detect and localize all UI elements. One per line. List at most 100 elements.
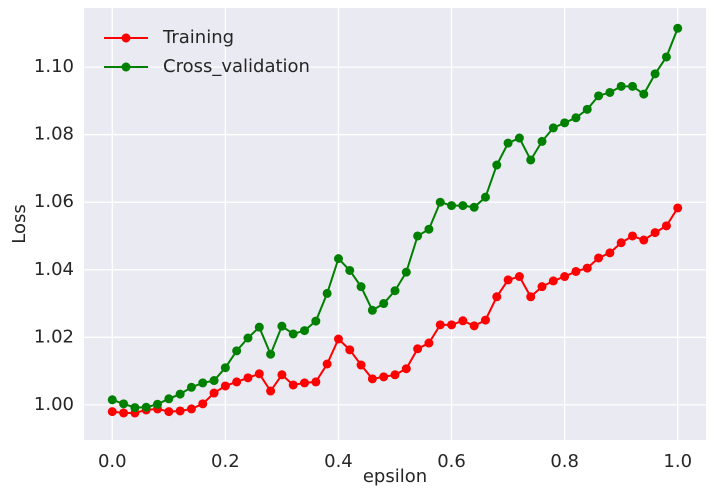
point [480, 192, 490, 202]
point [367, 374, 377, 384]
point [220, 381, 230, 391]
y-tick-label: 1.00 [34, 394, 74, 415]
point [650, 228, 660, 238]
point [356, 282, 366, 292]
x-tick-label: 0.6 [437, 451, 466, 472]
point [356, 360, 366, 370]
point [447, 320, 457, 330]
point [107, 407, 117, 417]
y-tick-label: 1.02 [34, 326, 74, 347]
point [435, 320, 445, 330]
point [616, 81, 626, 91]
point [639, 235, 649, 245]
point [277, 321, 287, 331]
x-axis-label: epsilon [363, 466, 427, 487]
point [119, 399, 129, 409]
point [175, 389, 185, 399]
y-tick-label: 1.04 [34, 259, 74, 280]
point [186, 382, 196, 392]
point [413, 344, 423, 354]
point [153, 399, 163, 409]
point [548, 123, 558, 133]
point [266, 349, 276, 359]
legend-marker [121, 62, 131, 72]
legend-marker [121, 33, 131, 43]
point [616, 238, 626, 248]
point [582, 263, 592, 273]
y-tick-label: 1.10 [34, 56, 74, 77]
point [130, 403, 140, 413]
point [526, 292, 536, 302]
y-axis-label: Loss [9, 204, 30, 243]
point [333, 334, 343, 344]
point [209, 376, 219, 386]
point [107, 395, 117, 405]
point [175, 406, 185, 416]
point [322, 288, 332, 298]
point [560, 272, 570, 282]
point [390, 286, 400, 296]
point [673, 23, 683, 33]
point [401, 364, 411, 374]
y-tick-label: 1.08 [34, 124, 74, 145]
point [594, 253, 604, 263]
point [605, 248, 615, 258]
point [401, 267, 411, 277]
point [503, 275, 513, 285]
x-tick-label: 1.0 [663, 451, 692, 472]
point [232, 346, 242, 356]
point [379, 372, 389, 382]
point [345, 345, 355, 355]
point [243, 373, 253, 383]
point [266, 386, 276, 396]
legend-label: Cross_validation [163, 56, 310, 77]
point [447, 201, 457, 211]
point [571, 266, 581, 276]
point [503, 138, 513, 148]
point [288, 380, 298, 390]
y-tick-label: 1.06 [34, 191, 74, 212]
point [480, 315, 490, 325]
point [209, 388, 219, 398]
point [254, 322, 264, 332]
point [526, 155, 536, 165]
point [605, 87, 615, 97]
x-tick-label: 0.0 [98, 451, 127, 472]
point [379, 299, 389, 309]
x-tick-label: 0.8 [550, 451, 579, 472]
point [458, 316, 468, 326]
point [627, 81, 637, 91]
point [311, 377, 321, 387]
point [198, 378, 208, 388]
point [141, 402, 151, 412]
point [639, 89, 649, 99]
plot-area [84, 8, 706, 440]
point [311, 316, 321, 326]
point [198, 399, 208, 409]
point [119, 408, 129, 418]
point [424, 224, 434, 234]
point [254, 369, 264, 379]
x-tick-label: 0.4 [324, 451, 353, 472]
point [492, 292, 502, 302]
point [277, 370, 287, 380]
point [232, 377, 242, 387]
point [537, 282, 547, 292]
point [458, 201, 468, 211]
point [627, 231, 637, 241]
point [537, 136, 547, 146]
point [424, 338, 434, 348]
point [186, 404, 196, 414]
point [243, 333, 253, 343]
point [469, 202, 479, 212]
point [435, 197, 445, 207]
point [514, 133, 524, 143]
point [164, 394, 174, 404]
point [492, 160, 502, 170]
point [345, 265, 355, 275]
point [220, 363, 230, 373]
point [300, 378, 310, 388]
point [571, 113, 581, 123]
point [300, 326, 310, 336]
point [367, 305, 377, 315]
